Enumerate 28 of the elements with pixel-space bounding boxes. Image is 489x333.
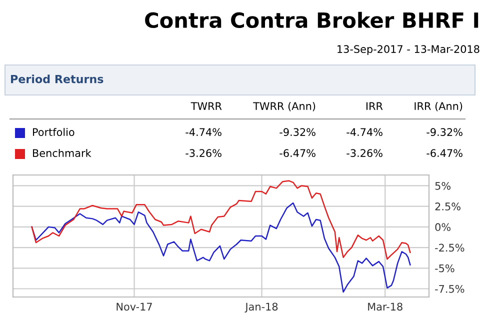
text: Period Returns [11,74,104,84]
x-tick-label: Jan-18 [244,302,278,313]
text: TWRR (Ann) [253,102,316,112]
text: -4.74% [186,128,222,136]
line-series [31,180,411,260]
text: -9.32% [426,128,462,136]
legend-label: Portfolio [33,128,74,136]
text: -3.26% [346,149,382,158]
text: IRR (Ann) [414,102,462,112]
y-tick-label: 0% [435,223,451,232]
x-tick-label: Mar-18 [368,302,402,311]
chart-subtitle: 13-Sep-2017 - 13-Mar-2018 [338,45,480,56]
text: TWRR [190,102,222,110]
text: -6.47% [426,149,462,158]
text: IRR [366,102,383,110]
legend-label: Benchmark [33,148,92,158]
text: -4.74% [346,128,382,136]
line-series [31,202,411,293]
x-tick-label: Nov-17 [116,302,152,311]
text: -6.47% [280,149,316,158]
text: -3.26% [186,149,222,158]
y-tick-label: -5% [435,264,454,272]
y-tick-label: -7.5% [435,284,464,293]
text: -9.32% [280,128,316,136]
chart-title: Contra Contra Broker BHRF I [145,12,478,28]
y-tick-label: 5% [435,182,451,190]
y-tick-label: -2.5% [435,244,464,252]
y-tick-label: 2.5% [435,202,460,210]
